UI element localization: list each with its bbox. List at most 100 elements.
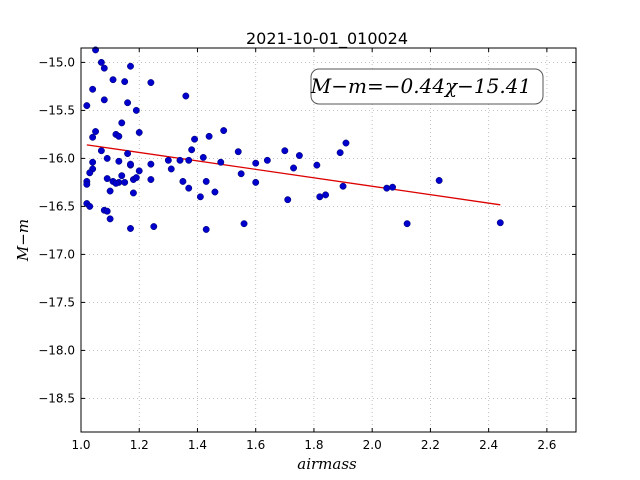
- data-point: [129, 189, 137, 197]
- data-point: [188, 146, 196, 154]
- data-point: [196, 193, 204, 201]
- data-point: [295, 152, 303, 159]
- x-tick-label: 1.2: [130, 438, 149, 452]
- data-point: [97, 147, 105, 155]
- y-tick-label: −15.0: [38, 55, 75, 69]
- data-point: [150, 223, 158, 231]
- data-point: [316, 193, 324, 201]
- data-point: [339, 182, 347, 190]
- data-point: [127, 160, 134, 168]
- data-point: [132, 106, 140, 114]
- data-point: [103, 207, 111, 215]
- data-points: [83, 46, 504, 233]
- data-point: [124, 99, 132, 107]
- data-point: [164, 156, 172, 164]
- equation-annotation: M−m=−0.44χ−15.41: [310, 68, 544, 105]
- y-tick-label: −16.5: [38, 199, 75, 213]
- data-point: [220, 127, 228, 135]
- x-tick-label: 1.8: [304, 438, 323, 452]
- grid-lines: [80, 48, 576, 432]
- x-tick-label: 1.0: [71, 438, 90, 452]
- data-point: [100, 96, 108, 104]
- data-point: [342, 139, 350, 147]
- data-point: [135, 167, 143, 175]
- data-point: [86, 169, 94, 177]
- data-point: [383, 184, 391, 192]
- data-point: [132, 174, 140, 182]
- data-point: [121, 78, 129, 86]
- axis-ticks: 1.0 1.2 1.4 1.6 1.8 2.0 2.2 2.4 2.6 −15.0 −15.5 −16…: [38, 48, 576, 452]
- data-point: [205, 132, 213, 140]
- data-point: [115, 157, 123, 165]
- data-point: [281, 147, 289, 155]
- data-point: [89, 158, 97, 166]
- data-point: [103, 175, 111, 183]
- data-point: [211, 188, 219, 196]
- data-point: [135, 129, 143, 136]
- data-point: [284, 196, 292, 204]
- data-point: [252, 159, 260, 167]
- data-point: [191, 135, 199, 143]
- x-axis-label: airmass: [297, 455, 357, 473]
- data-point: [176, 156, 184, 164]
- data-point: [389, 183, 397, 191]
- data-point: [185, 156, 193, 164]
- data-point: [89, 133, 97, 141]
- data-point: [106, 187, 114, 195]
- data-point: [263, 156, 271, 164]
- data-point: [127, 62, 134, 70]
- data-point: [217, 158, 225, 166]
- data-point: [147, 160, 155, 168]
- data-point: [185, 184, 193, 192]
- data-point: [118, 172, 126, 180]
- data-point: [109, 76, 117, 84]
- chart-title: 2021-10-01_010024: [246, 29, 408, 49]
- data-point: [252, 178, 260, 186]
- y-tick-label: −17.0: [38, 247, 75, 261]
- y-tick-label: −16.0: [38, 151, 75, 165]
- data-point: [100, 64, 108, 72]
- data-point: [103, 154, 111, 162]
- data-point: [179, 177, 187, 185]
- x-tick-label: 2.0: [363, 438, 382, 452]
- fit-line: [86, 144, 501, 206]
- data-point: [106, 215, 114, 223]
- data-point: [240, 220, 248, 228]
- data-point: [86, 202, 94, 210]
- data-point: [199, 153, 207, 161]
- data-point: [496, 219, 504, 227]
- data-point: [147, 176, 155, 183]
- data-point: [167, 165, 175, 173]
- annotation-box: [310, 68, 544, 105]
- data-point: [202, 177, 210, 185]
- annotation-text: M−m=−0.44χ−15.41: [310, 74, 531, 98]
- data-point: [97, 58, 105, 66]
- x-tick-label: 1.4: [188, 438, 207, 452]
- data-point: [83, 180, 91, 188]
- data-point: [127, 225, 134, 232]
- x-tick-label: 2.6: [537, 438, 556, 452]
- y-tick-label: −17.5: [38, 295, 75, 309]
- data-point: [237, 170, 245, 178]
- x-tick-label: 1.6: [246, 438, 265, 452]
- data-point: [118, 119, 126, 127]
- data-point: [147, 79, 155, 87]
- plot-frame: [80, 47, 577, 433]
- data-point: [89, 85, 97, 93]
- data-point: [124, 150, 132, 158]
- y-axis-label: M−m: [14, 219, 32, 262]
- fit-line-layer: [86, 144, 501, 206]
- x-tick-label: 2.2: [421, 438, 440, 452]
- data-point: [112, 179, 120, 187]
- y-tick-label: −18.0: [38, 343, 75, 357]
- data-point: [290, 164, 298, 172]
- data-point: [435, 177, 443, 184]
- y-tick-label: −18.5: [38, 391, 75, 405]
- data-point: [92, 128, 100, 135]
- data-point: [403, 220, 411, 228]
- x-tick-label: 2.4: [479, 438, 498, 452]
- data-point: [322, 191, 330, 199]
- data-point: [202, 225, 210, 233]
- data-point: [115, 132, 123, 140]
